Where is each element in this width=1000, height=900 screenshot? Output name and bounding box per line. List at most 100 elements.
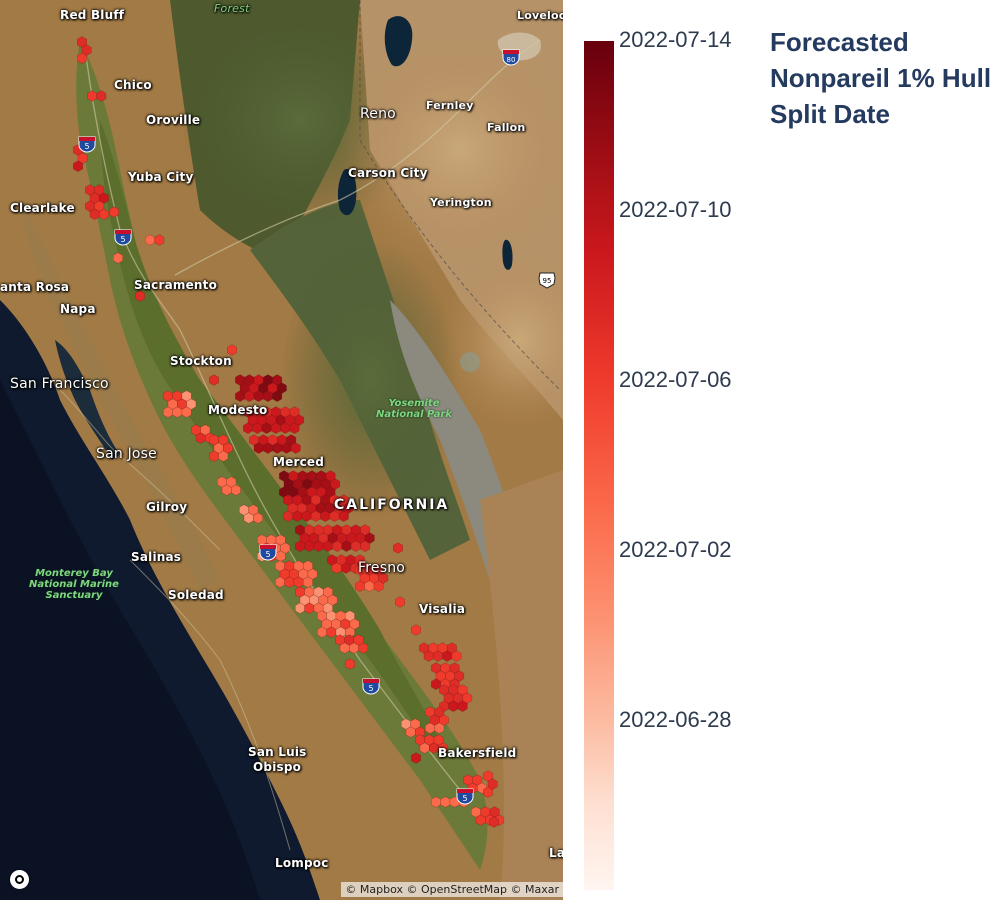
shield-number: 5 (462, 794, 467, 803)
city-label-napa: Napa (60, 302, 96, 316)
city-label-clearlake: Clearlake (10, 201, 75, 215)
map-view[interactable]: Red Bluff Chico Oroville Yuba City Clear… (0, 0, 563, 900)
hexbin-cell (275, 576, 285, 588)
hexbin-cell (489, 816, 499, 828)
hexbin-cell (244, 390, 255, 402)
hexbin-cell (411, 624, 421, 636)
shield-number: 5 (120, 235, 125, 244)
city-label-modesto: Modesto (208, 403, 268, 417)
hexbin-cell (290, 442, 301, 454)
park-label-yosemite: Yosemite National Park (376, 398, 452, 420)
hexbin-cell (283, 510, 293, 522)
hexbin-cell (304, 602, 315, 614)
hexbin-cell (163, 406, 173, 418)
hexbin-cell (393, 542, 403, 554)
hexbin-cell (431, 796, 441, 808)
interstate-shield-icon: 5 (114, 229, 132, 246)
hexbin-cell (89, 208, 100, 221)
hexbin-cell (87, 90, 97, 102)
interstate-shield-icon: 5 (259, 544, 277, 561)
city-label-carson-city: Carson City (348, 166, 428, 180)
map-title: Forecasted Nonpareil 1% Hull Split Date (770, 27, 992, 129)
city-label-oroville: Oroville (146, 113, 201, 127)
city-label-yuba-city: Yuba City (128, 170, 194, 184)
hexbin-cell (360, 540, 371, 552)
map-attribution[interactable]: © Mapbox © OpenStreetMap © Maxar (341, 882, 563, 897)
hexbin-cell (448, 700, 459, 712)
city-label-soledad: Soledad (168, 588, 224, 602)
hexbin-cell (295, 602, 305, 614)
park-label-line: National Park (376, 409, 452, 420)
park-label-line: Sanctuary (45, 590, 103, 601)
hexbin-cell (425, 722, 435, 734)
city-label-gilroy: Gilroy (146, 500, 188, 514)
hexbin-cell (395, 596, 405, 608)
hexbin-cell (349, 642, 359, 654)
hexbin-cell (345, 658, 355, 670)
city-label-san-francisco: San Francisco (10, 376, 109, 392)
hexbin-cell (154, 234, 165, 246)
hexbin-cell (292, 510, 303, 522)
hexbin-cell (263, 442, 273, 454)
hexbin-cell (262, 390, 273, 402)
hexbin-cell (438, 742, 449, 754)
hexbin-cell (358, 642, 369, 654)
city-label-yerington: Yerington (430, 196, 492, 209)
colorbar-tick-label: 2022-06-28 (619, 707, 732, 732)
city-label-reno: Reno (360, 106, 396, 122)
hexbin-cell (322, 540, 333, 552)
hexbin-cell (440, 796, 451, 808)
hexbin-cell (331, 562, 342, 574)
hexbin-cell (373, 580, 384, 592)
hexbin-cell (99, 208, 109, 221)
hexbin-cell (475, 814, 486, 826)
colorbar-tick-label: 2022-07-10 (619, 197, 732, 222)
hexbin-cell (281, 442, 292, 454)
hexbin-cell (195, 432, 206, 444)
hexbin-cell (434, 722, 445, 734)
mapbox-logo-icon[interactable] (10, 870, 29, 889)
colorbar-tick-label: 2022-07-02 (619, 537, 732, 562)
hexbin-cell (483, 786, 493, 798)
shield-number: 80 (507, 56, 516, 64)
forest-label: Forest (214, 2, 250, 15)
colorbar (584, 41, 614, 890)
hexbin-cell (295, 540, 305, 552)
city-label-visalia: Visalia (419, 602, 466, 616)
hexbin-cell (181, 406, 192, 418)
city-label-san-luis: San Luis (248, 745, 307, 759)
shield-number: 95 (543, 277, 552, 285)
hexbin-cell (284, 576, 295, 588)
hexbin-cell (302, 576, 313, 588)
park-label-line: Yosemite (388, 398, 440, 409)
hexbin-cell (172, 406, 183, 418)
colorbar-tick-label: 2022-07-06 (619, 367, 732, 392)
hexbin-cell (341, 562, 351, 574)
hexbin-cell (457, 700, 468, 712)
hexbin-cell (243, 512, 254, 524)
hexbin-cell (451, 650, 462, 662)
hexbin-cell (350, 540, 361, 552)
hexbin-cell (364, 580, 375, 592)
hexbin-cell (109, 206, 119, 218)
hexbin-cell (442, 650, 453, 662)
hexbin-cell (313, 540, 324, 552)
park-label-line: Monterey Bay (35, 568, 113, 579)
city-label-lovelock: Lovelock (517, 9, 563, 22)
city-label-obispo: Obispo (253, 760, 302, 774)
city-label-chico: Chico (114, 78, 152, 92)
hexbin-cell (113, 252, 123, 264)
hexbin-cell (73, 160, 83, 172)
hexbin-cell (320, 510, 331, 522)
hexbin-cell (261, 422, 272, 434)
state-label-california: CALIFORNIA (334, 497, 450, 513)
hexbin-cell (423, 650, 434, 662)
city-label-salinas: Salinas (131, 550, 182, 564)
map-terrain (0, 0, 563, 900)
hexbin-cell (272, 442, 283, 454)
hexbin-layer (73, 36, 505, 828)
hexbin-cell (218, 450, 229, 462)
city-label-santa-rosa: anta Rosa (0, 280, 70, 294)
us-route-shield-icon: 95 (538, 272, 556, 289)
shield-number: 5 (368, 684, 373, 693)
